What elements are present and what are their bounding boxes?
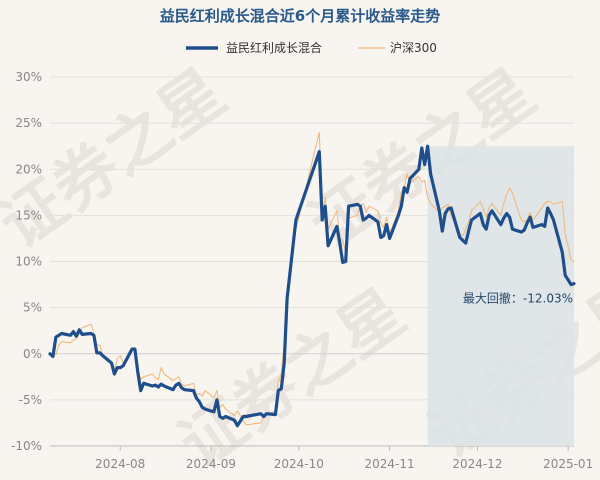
- x-tick-label: 2025-01: [543, 457, 593, 471]
- x-tick-label: 2024-08: [95, 457, 145, 471]
- y-tick-label: -5%: [19, 393, 42, 407]
- drawdown-region: [427, 146, 574, 446]
- legend-label-index: 沪深300: [390, 41, 437, 55]
- x-tick-label: 2024-11: [365, 457, 415, 471]
- y-tick-label: 0%: [23, 347, 42, 361]
- y-tick-label: 25%: [15, 116, 42, 130]
- y-axis: 30% 25% 20% 15% 10% 5% 0% -5% -10%: [11, 70, 42, 453]
- drawdown-area: [427, 146, 574, 446]
- y-tick-label: -10%: [11, 439, 42, 453]
- watermark: 证券之星: [167, 276, 419, 480]
- watermark: 证券之星: [0, 56, 239, 263]
- chart-title: 益民红利成长混合近6个月累计收益率走势: [160, 7, 440, 25]
- fund-line: [48, 144, 576, 428]
- x-tick-label: 2024-10: [274, 457, 324, 471]
- y-tick-label: 15%: [15, 208, 42, 222]
- y-tick-label: 20%: [15, 162, 42, 176]
- y-tick-label: 5%: [23, 301, 42, 315]
- max-drawdown-label: 最大回撤：-12.03%: [463, 291, 573, 306]
- x-tick-label: 2024-12: [452, 457, 502, 471]
- legend: 益民红利成长混合 沪深300: [186, 40, 437, 55]
- y-tick-label: 10%: [15, 255, 42, 269]
- y-tick-label: 30%: [15, 70, 42, 84]
- x-tick-label: 2024-09: [186, 457, 236, 471]
- plot-lines: [48, 131, 576, 428]
- legend-label-fund: 益民红利成长混合: [226, 40, 322, 55]
- x-axis: 2024-08 2024-09 2024-10 2024-11 2024-12 2025-…: [50, 445, 593, 471]
